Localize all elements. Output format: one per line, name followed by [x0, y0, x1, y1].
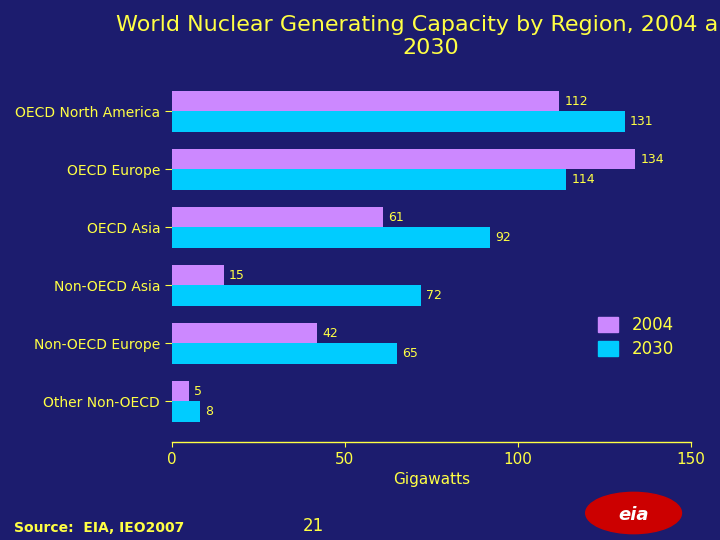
Text: 112: 112 [564, 95, 588, 108]
Bar [172, 343, 397, 363]
Text: 65: 65 [402, 347, 418, 360]
Text: 8: 8 [204, 405, 213, 418]
Bar [172, 381, 189, 401]
X-axis label: Gigawatts: Gigawatts [392, 472, 470, 487]
Bar [172, 91, 559, 111]
Bar [172, 323, 317, 343]
Text: 114: 114 [571, 173, 595, 186]
Legend: 2004, 2030: 2004, 2030 [590, 307, 683, 367]
Title: World Nuclear Generating Capacity by Region, 2004 and
2030: World Nuclear Generating Capacity by Reg… [116, 15, 720, 58]
Bar [172, 265, 224, 285]
Bar [172, 285, 421, 306]
Text: 5: 5 [194, 384, 202, 397]
Bar [172, 170, 566, 190]
Bar [172, 207, 383, 227]
Text: 61: 61 [388, 211, 404, 224]
Bar [172, 401, 199, 422]
Bar [172, 149, 635, 170]
Bar [172, 111, 625, 132]
Ellipse shape [586, 492, 681, 534]
Text: 134: 134 [640, 153, 664, 166]
Text: 131: 131 [630, 115, 654, 128]
Text: 72: 72 [426, 289, 442, 302]
Text: eia: eia [618, 506, 649, 524]
Bar [172, 227, 490, 248]
Text: 15: 15 [229, 269, 245, 282]
Text: 42: 42 [323, 327, 338, 340]
Text: Source:  EIA, IEO2007: Source: EIA, IEO2007 [14, 521, 184, 535]
Text: 92: 92 [495, 231, 511, 244]
Text: 21: 21 [302, 517, 324, 535]
